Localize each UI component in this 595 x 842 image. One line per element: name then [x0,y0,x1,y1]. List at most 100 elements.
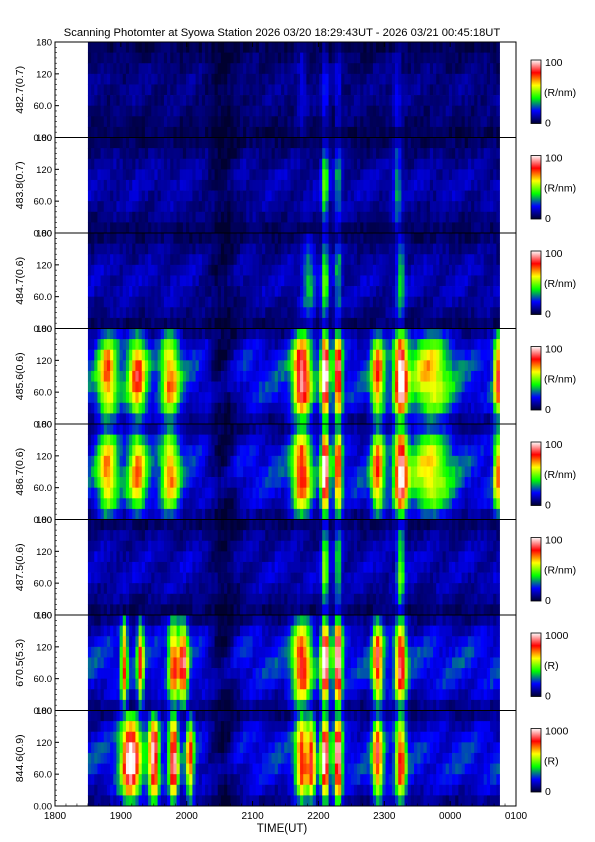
heatmap-cell [350,233,355,245]
heatmap-cell [94,264,98,276]
heatmap-cell [417,211,421,223]
heatmap-cell [445,169,450,181]
heatmap-cell [442,328,447,340]
heatmap-cell [423,264,428,276]
heatmap-cell [230,148,234,160]
heatmap-cell [385,105,390,117]
heatmap-cell [388,73,393,85]
heatmap-cell [328,95,333,107]
heatmap-cell [410,233,415,245]
heatmap-cell [170,222,174,234]
heatmap-cell [395,370,399,382]
heatmap-cell [154,392,158,404]
heatmap-cell [201,63,206,75]
heatmap-cell [195,73,200,85]
heatmap-cell [464,328,469,340]
heatmap-cell [94,179,98,191]
heatmap-cell [338,264,342,276]
heatmap-cell [135,169,139,181]
heatmap-cell [467,201,472,213]
heatmap-cell [312,275,317,287]
heatmap-cell [224,190,228,202]
heatmap-cell [347,105,352,117]
heatmap-cell [290,328,295,340]
heatmap-cell [366,275,371,287]
heatmap-cell [281,328,285,340]
heatmap-cell [385,201,390,213]
heatmap-cell [138,328,143,340]
heatmap-cell [442,243,447,255]
heatmap-cell [445,392,450,404]
heatmap-cell [287,84,291,96]
heatmap-cell [376,339,380,351]
heatmap-cell [195,296,200,308]
heatmap-cell [350,84,355,96]
heatmap-cell [160,254,165,266]
heatmap-cell [379,275,383,287]
heatmap-cell [135,508,139,520]
heatmap-cell [129,498,133,510]
heatmap-cell [458,286,462,298]
heatmap-cell [91,307,95,319]
heatmap-cell [452,52,456,64]
heatmap-cell [138,95,143,107]
heatmap-cell [439,339,443,351]
heatmap-cell [173,328,177,340]
heatmap-cell [268,392,272,404]
heatmap-cell [135,275,139,287]
heatmap-cell [309,179,314,191]
heatmap-cell [106,307,111,319]
heatmap-cell [464,339,469,351]
heatmap-cell [467,190,472,202]
heatmap-cell [211,116,215,128]
heatmap-cell [106,402,111,414]
heatmap-cell [372,105,377,117]
heatmap-cell [211,73,215,85]
heatmap-cell [122,105,127,117]
heatmap-cell [281,63,285,75]
heatmap-cell [122,434,127,446]
heatmap-cell [477,328,481,340]
heatmap-cell [338,84,342,96]
heatmap-cell [110,211,114,223]
heatmap-cell [379,148,383,160]
heatmap-cell [331,201,336,213]
heatmap-cell [91,466,95,478]
heatmap-cell [471,222,475,234]
heatmap-cell [410,317,415,329]
heatmap-cell [122,402,127,414]
heatmap-cell [141,243,146,255]
heatmap-cell [436,286,440,298]
heatmap-cell [372,179,377,191]
heatmap-cell [296,201,301,213]
heatmap-cell [347,339,352,351]
heatmap-cell [353,211,358,223]
heatmap-cell [319,339,323,351]
heatmap-cell [249,264,253,276]
heatmap-cell [287,307,291,319]
heatmap-cell [490,126,494,138]
heatmap-cell [398,370,402,382]
heatmap-cell [407,392,412,404]
heatmap-cell [398,211,402,223]
colorbar-max-label: 100 [545,57,563,69]
heatmap-cell [87,275,92,287]
heatmap-cell [239,370,244,382]
heatmap-cell [385,392,390,404]
heatmap-cell [163,105,168,117]
heatmap-cell [258,52,263,64]
heatmap-cell [208,42,212,54]
heatmap-cell [306,307,310,319]
heatmap-cell [284,158,288,170]
heatmap-cell [163,137,168,149]
heatmap-cell [448,222,453,234]
heatmap-cell [464,73,469,85]
heatmap-cell [496,307,500,319]
heatmap-cell [493,296,497,308]
heatmap-cell [344,392,348,404]
heatmap-cell [91,190,95,202]
heatmap-cell [344,222,348,234]
heatmap-cell [436,95,440,107]
heatmap-cell [154,413,158,425]
heatmap-cell [369,317,374,329]
